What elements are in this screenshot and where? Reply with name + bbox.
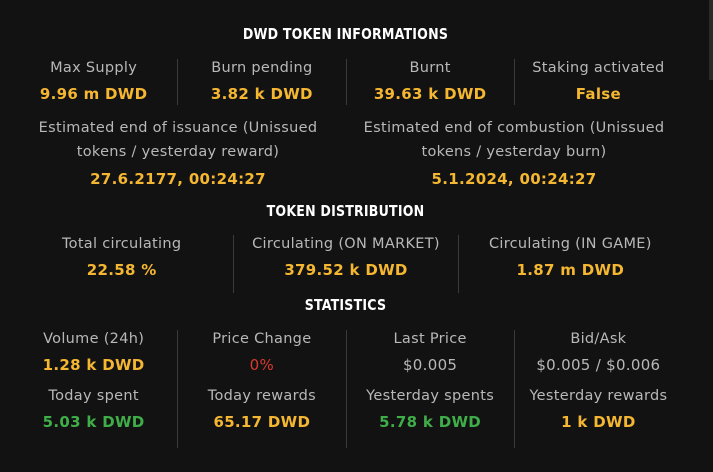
circulating-market-label: Circulating (ON MARKET) — [252, 236, 440, 252]
circulating-market-value: 379.52 k DWD — [284, 261, 408, 279]
volume-value: 1.28 k DWD — [42, 356, 145, 374]
end-combustion-label-line2: tokens / yesterday burn) — [421, 144, 607, 160]
staking-cell: Staking activated False — [515, 59, 682, 105]
bid-ask-value: $0.005 / $0.006 — [536, 356, 661, 374]
max-supply-value: 9.96 m DWD — [39, 85, 148, 103]
circulating-game-label: Circulating (IN GAME) — [488, 236, 652, 252]
stats-column-3: Last Price $0.005 Yesterday spents 5.78 … — [347, 330, 515, 448]
statistics-grid: Volume (24h) 1.28 k DWD Today spent 5.03… — [10, 330, 682, 448]
stats-column-2: Price Change 0% Today rewards 65.17 DWD — [178, 330, 347, 448]
today-spent-label: Today spent — [48, 388, 139, 404]
max-supply-cell: Max Supply 9.96 m DWD — [10, 59, 179, 105]
total-circulating-label: Total circulating — [61, 236, 182, 252]
end-issuance-label-line1: Estimated end of issuance (Unissued — [38, 120, 318, 136]
last-price-label: Last Price — [393, 331, 467, 347]
burn-pending-label: Burn pending — [211, 60, 313, 76]
burnt-cell: Burnt 39.63 k DWD — [347, 59, 515, 105]
end-combustion-cell: Estimated end of combustion (Unissued to… — [346, 116, 682, 192]
yesterday-rewards-label: Yesterday rewards — [529, 388, 668, 404]
price-change-value: 0% — [249, 356, 275, 374]
staking-value: False — [575, 85, 621, 103]
stats-column-1: Volume (24h) 1.28 k DWD Today spent 5.03… — [10, 330, 179, 448]
bid-ask-label: Bid/Ask — [570, 331, 627, 347]
end-issuance-label-line2: tokens / yesterday reward) — [76, 144, 280, 160]
staking-label: Staking activated — [532, 60, 665, 76]
end-issuance-cell: Estimated end of issuance (Unissued toke… — [10, 116, 346, 192]
statistics-title: STATISTICS — [304, 297, 387, 315]
today-rewards-value: 65.17 DWD — [213, 413, 311, 431]
scrollbar-edge — [709, 0, 713, 80]
end-combustion-label-line1: Estimated end of combustion (Unissued — [363, 120, 665, 136]
yesterday-rewards-value: 1 k DWD — [561, 413, 636, 431]
end-combustion-value: 5.1.2024, 00:24:27 — [431, 170, 597, 188]
circulating-market-cell: Circulating (ON MARKET) 379.52 k DWD — [234, 235, 459, 293]
today-spent-value: 5.03 k DWD — [42, 413, 145, 431]
volume-label: Volume (24h) — [43, 331, 145, 347]
total-circulating-cell: Total circulating 22.58 % — [10, 235, 235, 293]
max-supply-label: Max Supply — [50, 60, 138, 76]
total-circulating-value: 22.58 % — [86, 261, 157, 279]
circulating-game-cell: Circulating (IN GAME) 1.87 m DWD — [459, 235, 682, 293]
distribution-row: Total circulating 22.58 % Circulating (O… — [10, 235, 682, 293]
burn-pending-value: 3.82 k DWD — [210, 85, 313, 103]
yesterday-spents-label: Yesterday spents — [366, 388, 495, 404]
today-rewards-label: Today rewards — [207, 388, 316, 404]
burn-pending-cell: Burn pending 3.82 k DWD — [178, 59, 347, 105]
end-issuance-value: 27.6.2177, 00:24:27 — [90, 170, 266, 188]
token-estimates-row: Estimated end of issuance (Unissued toke… — [10, 116, 682, 192]
burnt-value: 39.63 k DWD — [373, 85, 487, 103]
last-price-value: $0.005 — [402, 356, 458, 374]
price-change-label: Price Change — [212, 331, 312, 347]
yesterday-spents-value: 5.78 k DWD — [379, 413, 482, 431]
distribution-title: TOKEN DISTRIBUTION — [266, 203, 425, 221]
circulating-game-value: 1.87 m DWD — [516, 261, 625, 279]
stats-column-4: Bid/Ask $0.005 / $0.006 Yesterday reward… — [515, 330, 682, 448]
token-info-title: DWD TOKEN INFORMATIONS — [242, 26, 449, 44]
burnt-label: Burnt — [409, 60, 451, 76]
token-info-row: Max Supply 9.96 m DWD Burn pending 3.82 … — [10, 59, 682, 105]
